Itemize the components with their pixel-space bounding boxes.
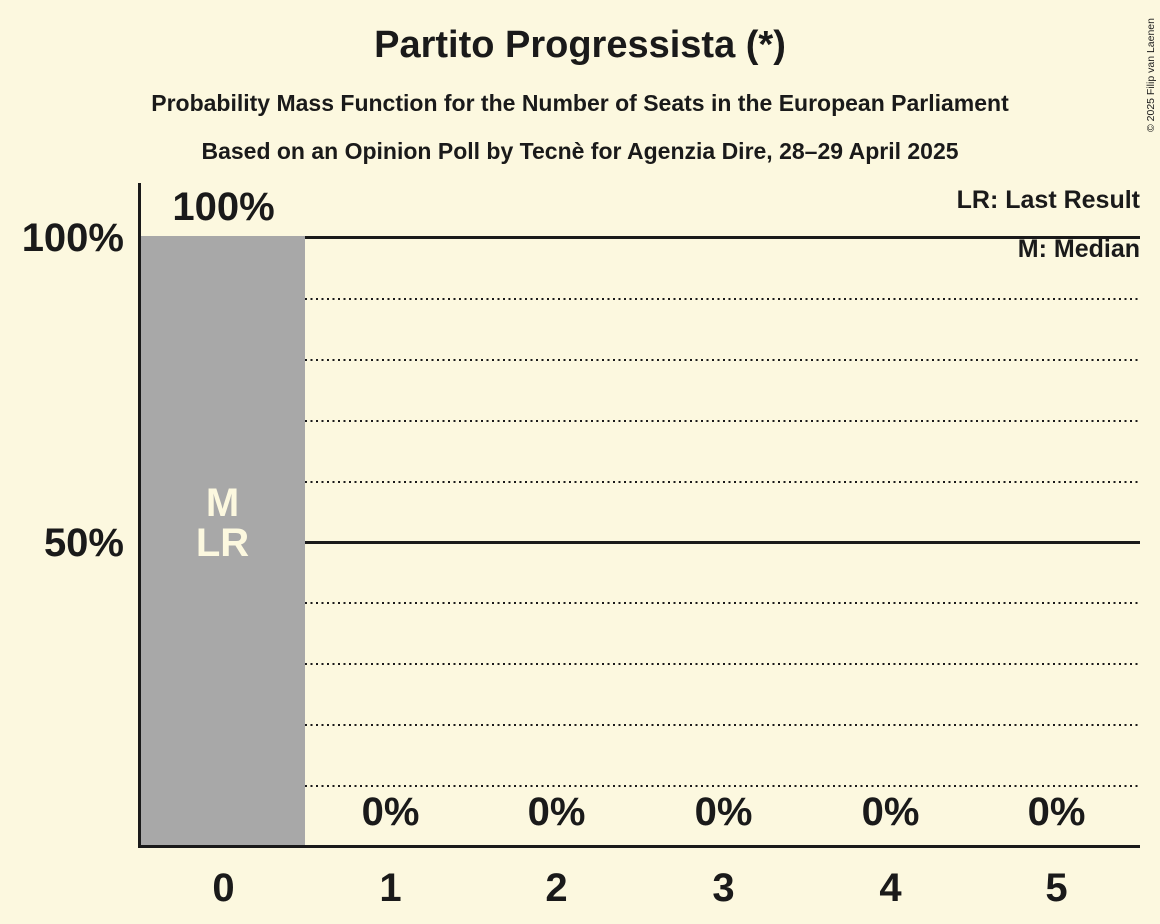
gridline-60 xyxy=(140,481,1140,483)
chart-subtitle: Probability Mass Function for the Number… xyxy=(151,90,1009,116)
copyright-notice: © 2025 Filip van Laenen xyxy=(1145,18,1157,132)
x-tick-2: 2 xyxy=(545,866,568,910)
bar-value-label-3: 0% xyxy=(694,790,753,834)
bar-seat-0: M LR xyxy=(140,236,305,847)
legend-last-result: LR: Last Result xyxy=(956,186,1140,214)
last-result-marker: LR xyxy=(195,521,250,565)
bar-value-label-0: 100% xyxy=(172,185,275,229)
y-axis-line xyxy=(138,183,141,847)
x-tick-1: 1 xyxy=(379,866,402,910)
bar-value-label-4: 0% xyxy=(861,790,920,834)
gridline-80 xyxy=(140,359,1140,361)
gridline-90 xyxy=(140,298,1140,300)
chart-source-line: Based on an Opinion Poll by Tecnè for Ag… xyxy=(201,138,959,164)
y-axis-label-100: 100% xyxy=(21,216,124,260)
y-axis-label-50: 50% xyxy=(43,521,124,565)
gridline-100-solid xyxy=(140,236,1140,239)
x-tick-5: 5 xyxy=(1045,866,1068,910)
gridline-70 xyxy=(140,420,1140,422)
bar-value-label-1: 0% xyxy=(361,790,420,834)
gridline-50-solid xyxy=(140,541,1140,544)
gridline-10 xyxy=(140,785,1140,787)
gridline-40 xyxy=(140,602,1140,604)
x-tick-4: 4 xyxy=(879,866,902,910)
x-tick-0: 0 xyxy=(212,866,235,910)
bar-value-label-2: 0% xyxy=(527,790,586,834)
median-marker: M xyxy=(205,481,240,525)
legend-median: M: Median xyxy=(1017,235,1140,263)
gridline-20 xyxy=(140,724,1140,726)
bar-value-label-5: 0% xyxy=(1027,790,1086,834)
gridline-30 xyxy=(140,663,1140,665)
x-tick-3: 3 xyxy=(712,866,735,910)
chart-title: Partito Progressista (*) xyxy=(374,24,786,66)
bar-annotations: M LR xyxy=(140,483,305,563)
x-axis-line xyxy=(138,845,1140,848)
